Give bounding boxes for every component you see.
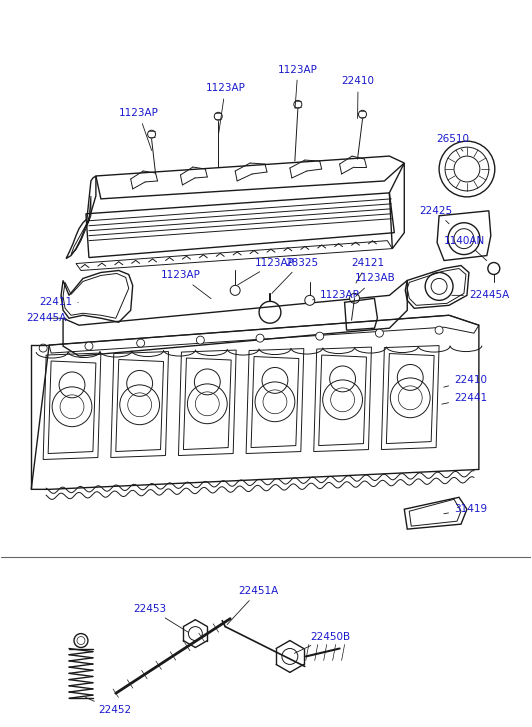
Circle shape	[315, 332, 323, 340]
Text: 22452: 22452	[86, 697, 131, 715]
Circle shape	[196, 336, 204, 344]
Text: 22410: 22410	[444, 375, 487, 387]
Text: 22425: 22425	[419, 206, 452, 224]
Text: 1140AN: 1140AN	[444, 236, 487, 261]
Circle shape	[305, 295, 315, 305]
Text: 1123AP: 1123AP	[205, 84, 245, 134]
Text: 22450B: 22450B	[294, 632, 350, 654]
Circle shape	[435, 326, 443, 334]
Text: 22453: 22453	[134, 603, 188, 632]
Text: 22410: 22410	[342, 76, 375, 119]
Circle shape	[376, 329, 384, 337]
Text: 22451A: 22451A	[227, 586, 278, 624]
Text: 1123AP: 1123AP	[312, 290, 360, 300]
Text: 28325: 28325	[272, 257, 318, 294]
Circle shape	[256, 334, 264, 342]
Text: 1123AP: 1123AP	[161, 270, 211, 299]
Circle shape	[137, 339, 145, 347]
Circle shape	[230, 286, 240, 295]
Text: 22445A: 22445A	[26, 313, 66, 324]
Text: 26510: 26510	[436, 134, 469, 151]
Circle shape	[359, 111, 367, 119]
Text: 22411: 22411	[39, 297, 78, 308]
Text: 1123AB: 1123AB	[354, 273, 395, 297]
Text: 24121: 24121	[352, 257, 385, 283]
Circle shape	[85, 342, 93, 350]
Text: 22441: 22441	[442, 393, 487, 404]
Text: 31419: 31419	[444, 505, 487, 514]
Text: 1123AP: 1123AP	[238, 257, 295, 285]
Circle shape	[488, 262, 500, 275]
Circle shape	[39, 344, 47, 352]
Text: 22445A: 22445A	[452, 290, 509, 300]
Circle shape	[74, 634, 88, 648]
Circle shape	[214, 112, 222, 120]
Circle shape	[294, 100, 302, 108]
Text: 1123AP: 1123AP	[119, 108, 159, 150]
Text: 1123AP: 1123AP	[278, 65, 318, 108]
Circle shape	[147, 130, 155, 138]
Circle shape	[350, 294, 360, 303]
